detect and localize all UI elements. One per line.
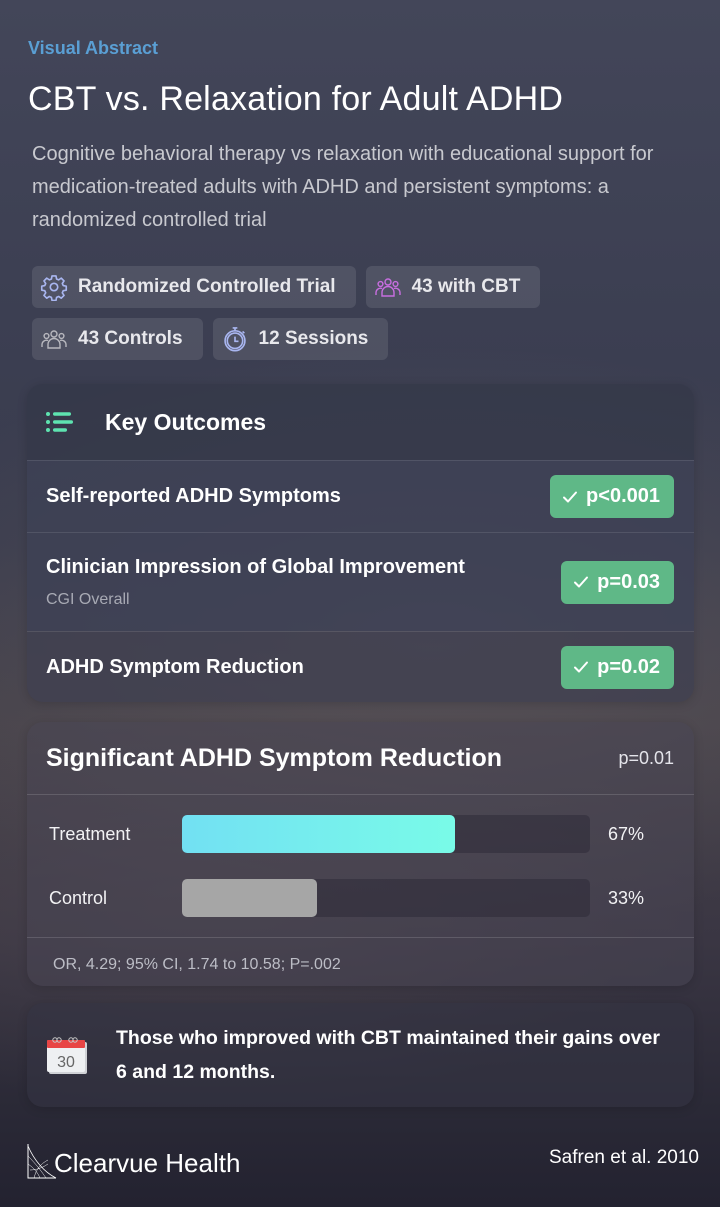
outcome-row: Clinician Impression of Global Improveme… — [27, 532, 694, 631]
chip-cbt-group: 43 with CBT — [365, 266, 541, 308]
badge-value: p=0.02 — [597, 655, 660, 678]
significance-badge: p=0.02 — [561, 645, 674, 689]
bar-fill-treatment — [182, 815, 456, 853]
page-subtitle: Cognitive behavioral therapy vs relaxati… — [32, 143, 654, 231]
gear-icon — [40, 275, 68, 301]
bar-value: 67% — [608, 823, 645, 844]
follow-up-note-text: Those who improved with CBT maintained t… — [116, 1027, 660, 1083]
list-icon — [46, 412, 73, 432]
brand-name: Clearvue Health — [54, 1148, 241, 1178]
brand-logo: Clearvue Health — [26, 1142, 240, 1180]
follow-up-note-card: 30 Those who improved with CBT maintaine… — [27, 1003, 694, 1107]
chip-label: 43 Controls — [78, 328, 183, 349]
badge-value: p<0.001 — [586, 485, 660, 507]
bar-label: Control — [49, 887, 108, 908]
chip-label: 12 Sessions — [258, 328, 369, 349]
page-title: CBT vs. Relaxation for Adult ADHD — [28, 80, 564, 118]
key-outcomes-header: Key Outcomes — [27, 384, 694, 460]
outcome-row: ADHD Symptom Reduction p=0.02 — [27, 631, 694, 702]
kicker-label: Visual Abstract — [28, 38, 159, 58]
study-info-chips: Randomized Controlled Trial 43 with CBT … — [32, 266, 692, 370]
key-outcomes-title: Key Outcomes — [105, 408, 267, 435]
significance-badge: p=0.03 — [561, 560, 674, 604]
logo-mark-icon — [27, 1144, 57, 1179]
symptom-reduction-title: Significant ADHD Symptom Reduction — [46, 743, 503, 772]
bar-track — [182, 815, 590, 853]
outcome-label: Clinician Impression of Global Improveme… — [46, 555, 465, 578]
outcome-row: Self-reported ADHD Symptoms p<0.001 — [27, 460, 694, 532]
symptom-reduction-card: Significant ADHD Symptom Reduction p=0.0… — [27, 722, 694, 986]
citation: Safren et al. 2010 — [549, 1147, 699, 1168]
bar-track — [182, 879, 590, 917]
chip-study-design: Randomized Controlled Trial — [32, 266, 356, 308]
outcome-label: ADHD Symptom Reduction — [46, 655, 304, 678]
bar-row-treatment: Treatment 67% — [27, 802, 694, 866]
badge-value: p=0.03 — [597, 570, 660, 593]
svg-text:30: 30 — [57, 1054, 75, 1071]
bar-fill-control — [182, 879, 317, 917]
check-icon — [574, 576, 589, 588]
key-outcomes-card: Key Outcomes Self-reported ADHD Symptoms… — [27, 384, 694, 702]
people-icon — [41, 330, 67, 349]
symptom-reduction-header: Significant ADHD Symptom Reduction p=0.0… — [27, 722, 694, 795]
significance-badge: p<0.001 — [550, 475, 674, 518]
chip-label: 43 with CBT — [411, 276, 521, 297]
bar-label: Treatment — [49, 823, 131, 844]
calendar-icon: 30 — [47, 1037, 87, 1074]
stopwatch-icon — [223, 327, 246, 352]
outcome-label: Self-reported ADHD Symptoms — [46, 485, 341, 507]
check-icon — [563, 491, 578, 502]
outcome-sublabel: CGI Overall — [46, 590, 130, 608]
check-icon — [574, 661, 589, 673]
bar-row-control: Control 33% — [27, 866, 694, 930]
people-icon — [374, 278, 401, 297]
chip-control-group: 43 Controls — [32, 318, 203, 360]
chip-label: Randomized Controlled Trial — [78, 276, 336, 297]
bar-value: 33% — [608, 887, 645, 908]
statistics-summary: OR, 4.29; 95% CI, 1.74 to 10.58; P=.002 — [27, 937, 694, 974]
symptom-reduction-p-value: p=0.01 — [618, 747, 674, 768]
chip-sessions: 12 Sessions — [212, 318, 389, 360]
